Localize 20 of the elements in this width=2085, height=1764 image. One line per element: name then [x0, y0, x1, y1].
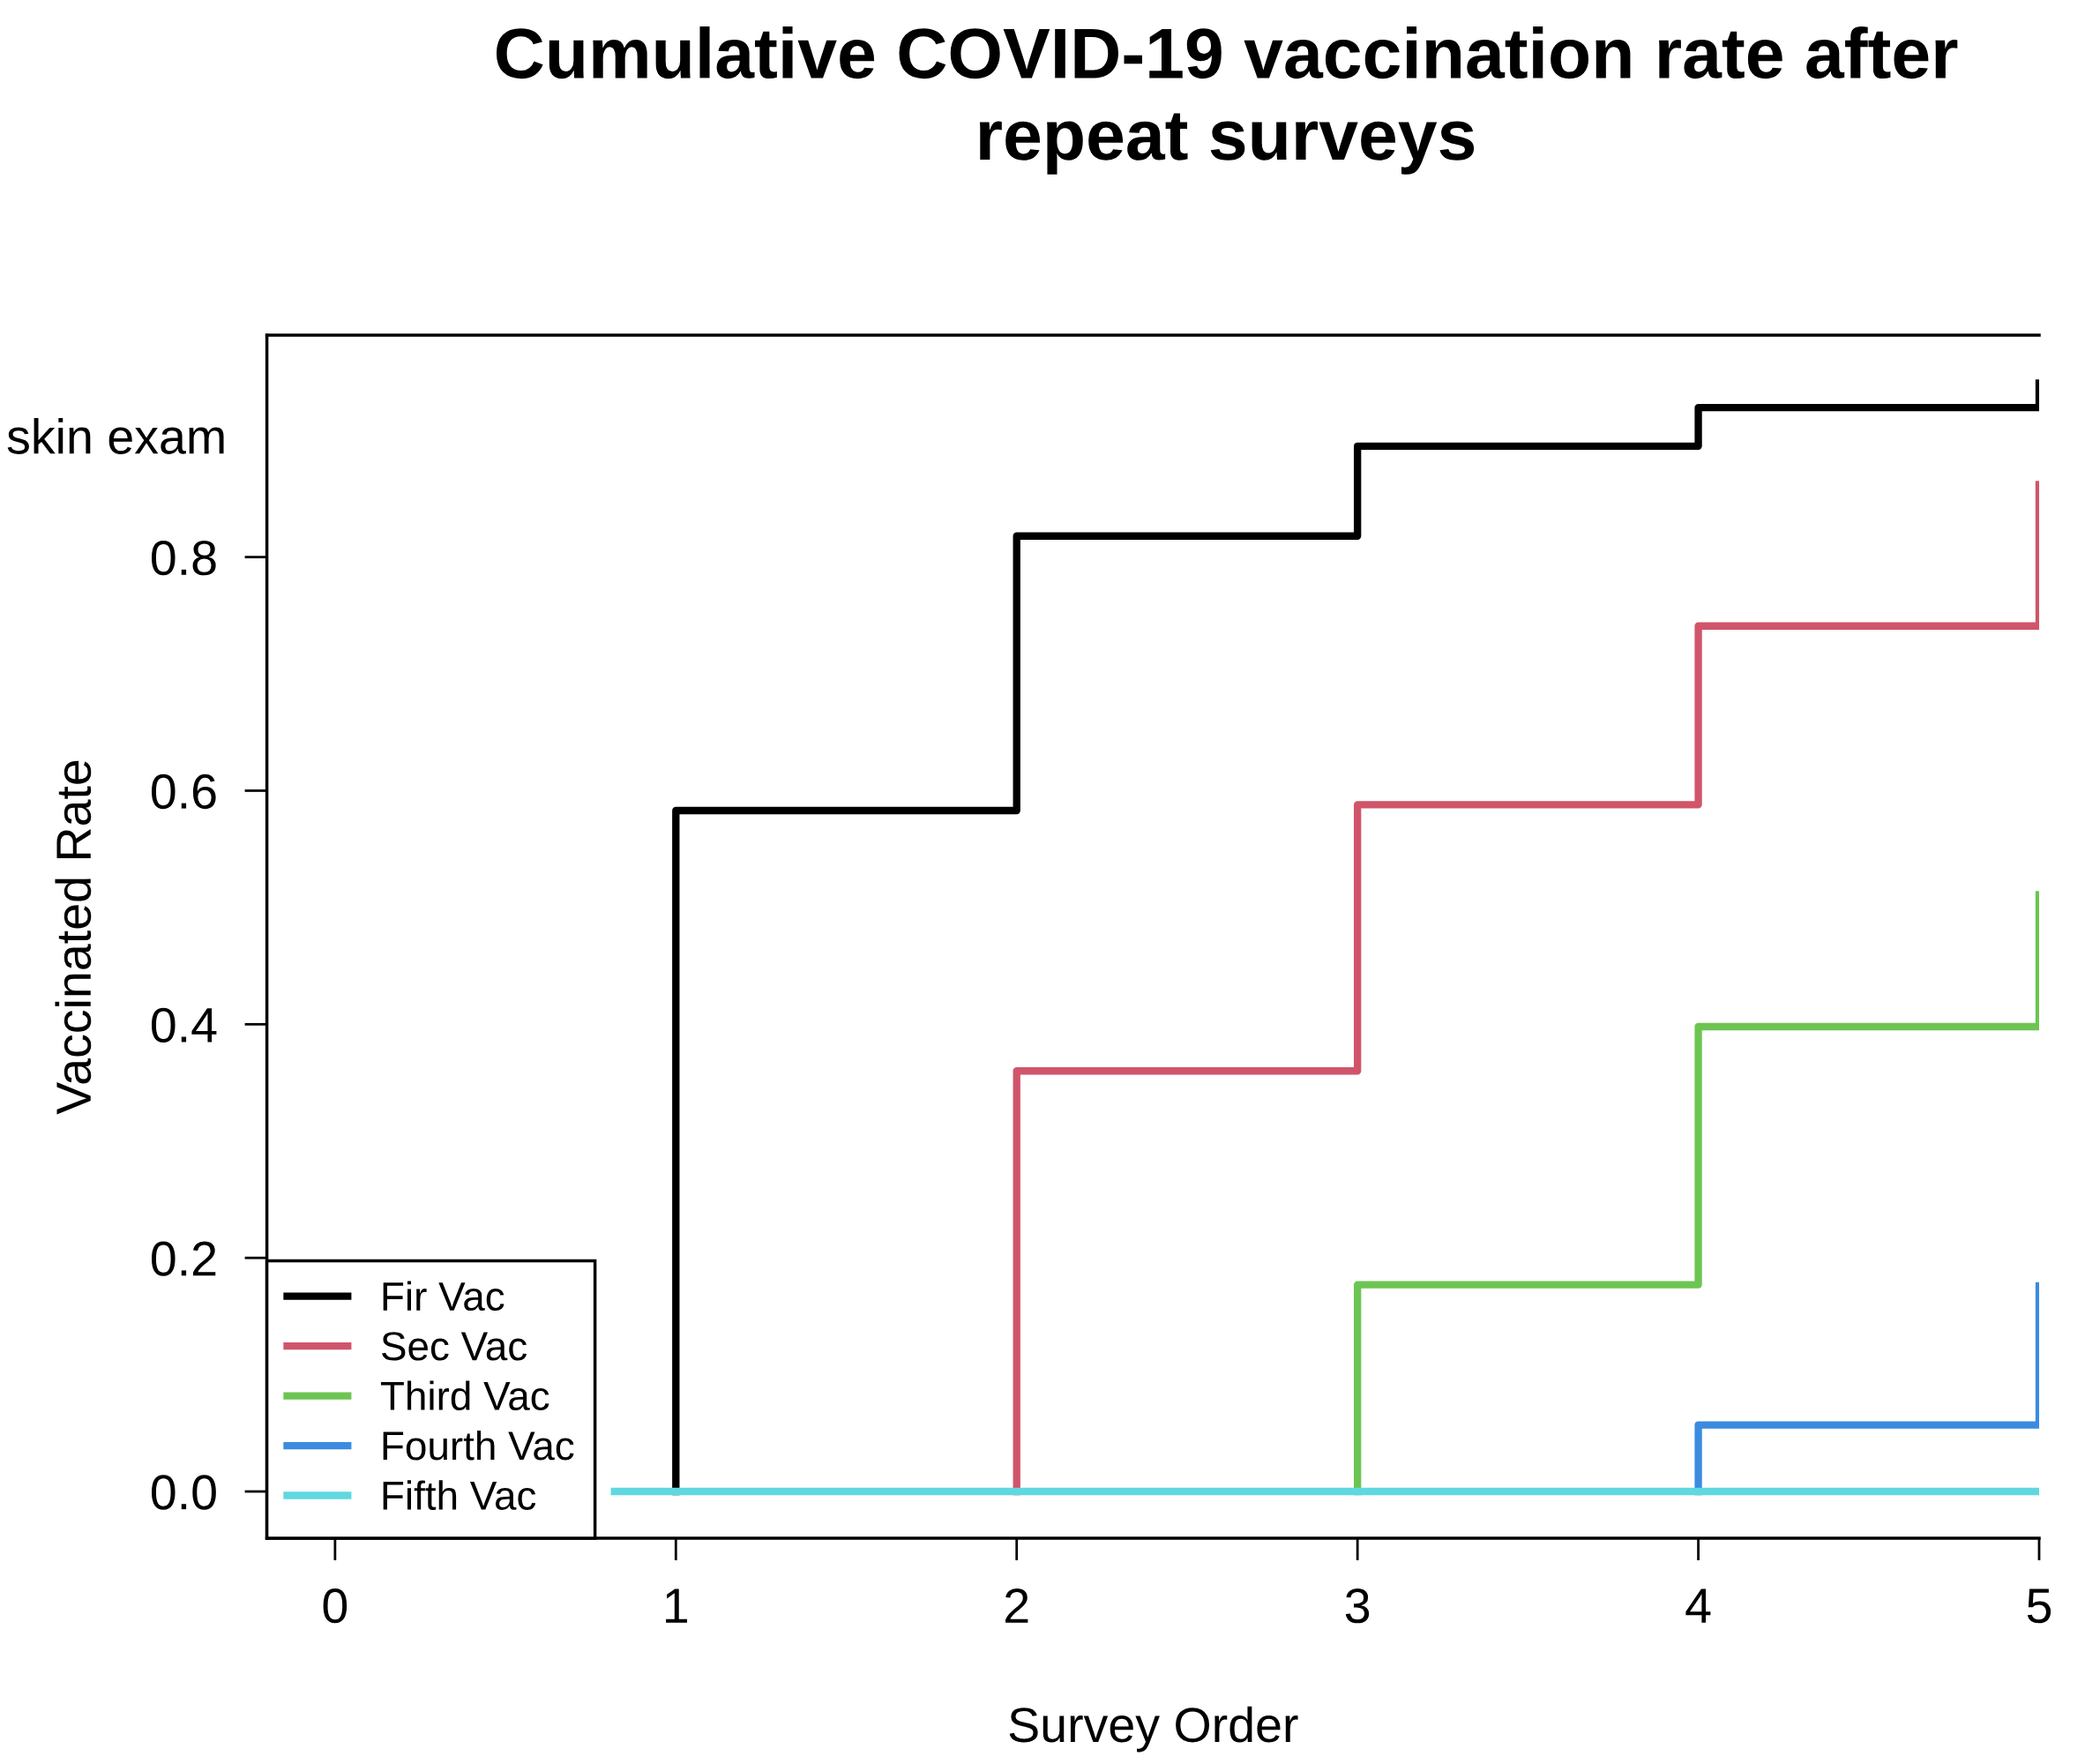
- y-tick-label: 0.6: [151, 774, 216, 810]
- x-tick-label: 3: [1345, 1588, 1370, 1624]
- legend-label: Fourth Vac: [383, 1430, 574, 1461]
- text: skin exam: [7, 418, 224, 454]
- chart-title: Cumulative COVID-19 vaccination rate after repeat surveys: [496, 26, 1958, 175]
- legend-label: Third Vac: [380, 1380, 549, 1411]
- y-tick-label: 0.4: [151, 1007, 217, 1043]
- legend-label: Fifth Vac: [383, 1480, 536, 1511]
- y-axis-title: Vaccinated Rate: [55, 760, 92, 1115]
- legend-label: Fir Vac: [383, 1281, 504, 1312]
- x-tick-label: 4: [1685, 1588, 1711, 1623]
- y-tick-label: 0.8: [151, 540, 216, 576]
- y-tick-label: 0.0: [151, 1475, 216, 1510]
- y-tick-label: 0.2: [151, 1241, 216, 1276]
- x-axis-title: Survey Order: [1009, 1706, 1298, 1753]
- x-tick-label: 2: [1005, 1588, 1028, 1623]
- legend-label: Sec Vac: [382, 1332, 527, 1361]
- x-tick-label: 0: [323, 1588, 348, 1624]
- x-tick-label: 5: [2027, 1588, 2051, 1624]
- x-tick-label: 1: [666, 1588, 688, 1623]
